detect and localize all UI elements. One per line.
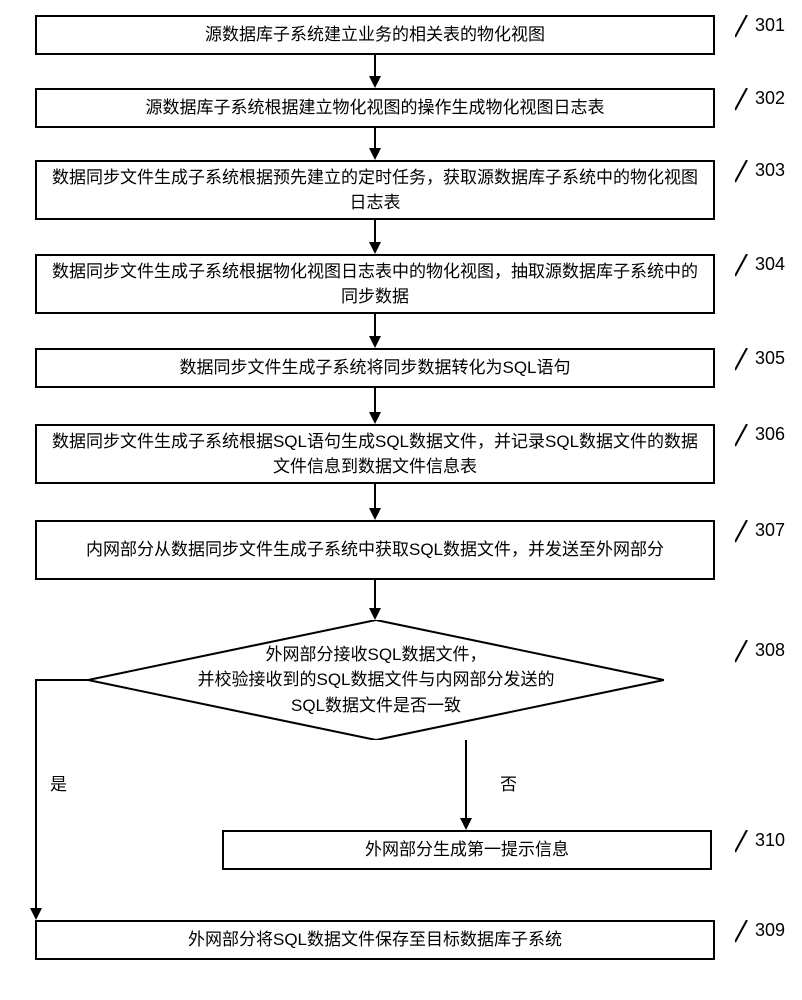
yes-label: 是 (50, 770, 67, 795)
step-text: 外网部分生成第一提示信息 (365, 837, 569, 863)
arrow-yes-v (35, 679, 37, 909)
arrow (374, 314, 376, 337)
decision-text: 外网部分接收SQL数据文件， 并校验接收到的SQL数据文件与内网部分发送的 SQ… (88, 620, 664, 740)
no-label: 否 (500, 770, 517, 795)
step-309: 外网部分将SQL数据文件保存至目标数据库子系统 (35, 920, 715, 960)
arrow-no (465, 740, 467, 819)
step-label-304: 304 (735, 254, 765, 284)
step-text: 数据同步文件生成子系统根据SQL语句生成SQL数据文件，并记录SQL数据文件的数… (47, 429, 703, 480)
step-305: 数据同步文件生成子系统将同步数据转化为SQL语句 (35, 348, 715, 388)
arrow (374, 128, 376, 149)
step-text: 数据同步文件生成子系统根据预先建立的定时任务，获取源数据库子系统中的物化视图日志… (47, 165, 703, 216)
step-label-302: 302 (735, 88, 765, 118)
step-text: 内网部分从数据同步文件生成子系统中获取SQL数据文件，并发送至外网部分 (86, 537, 664, 563)
arrow (374, 388, 376, 413)
arrow-head (369, 76, 381, 88)
step-label-309: 309 (735, 920, 765, 950)
arrow-head (369, 412, 381, 424)
step-text: 源数据库子系统根据建立物化视图的操作生成物化视图日志表 (146, 95, 605, 121)
step-text: 外网部分将SQL数据文件保存至目标数据库子系统 (188, 927, 562, 953)
step-307: 内网部分从数据同步文件生成子系统中获取SQL数据文件，并发送至外网部分 (35, 520, 715, 580)
step-label-310: 310 (735, 830, 765, 860)
arrow-yes-h (35, 679, 88, 681)
arrow-head (460, 818, 472, 830)
arrow (374, 55, 376, 77)
step-label-303: 303 (735, 160, 765, 190)
step-label-306: 306 (735, 424, 765, 454)
arrow (374, 220, 376, 243)
step-301: 源数据库子系统建立业务的相关表的物化视图 (35, 15, 715, 55)
step-label-301: 301 (735, 15, 765, 45)
arrow-head (369, 336, 381, 348)
arrow-head (369, 242, 381, 254)
arrow (374, 484, 376, 509)
decision-label-308: 308 (735, 640, 765, 670)
step-310: 外网部分生成第一提示信息 (222, 830, 712, 870)
step-303: 数据同步文件生成子系统根据预先建立的定时任务，获取源数据库子系统中的物化视图日志… (35, 160, 715, 220)
arrow-head (369, 148, 381, 160)
step-302: 源数据库子系统根据建立物化视图的操作生成物化视图日志表 (35, 88, 715, 128)
arrow-head (369, 508, 381, 520)
arrow-head (30, 908, 42, 920)
decision-308: 外网部分接收SQL数据文件， 并校验接收到的SQL数据文件与内网部分发送的 SQ… (88, 620, 664, 740)
step-text: 数据同步文件生成子系统将同步数据转化为SQL语句 (179, 355, 570, 381)
step-text: 数据同步文件生成子系统根据物化视图日志表中的物化视图，抽取源数据库子系统中的同步… (47, 259, 703, 310)
step-label-307: 307 (735, 520, 765, 550)
step-label-305: 305 (735, 348, 765, 378)
arrow (374, 580, 376, 609)
step-306: 数据同步文件生成子系统根据SQL语句生成SQL数据文件，并记录SQL数据文件的数… (35, 424, 715, 484)
step-304: 数据同步文件生成子系统根据物化视图日志表中的物化视图，抽取源数据库子系统中的同步… (35, 254, 715, 314)
arrow-head (369, 608, 381, 620)
step-text: 源数据库子系统建立业务的相关表的物化视图 (205, 22, 545, 48)
